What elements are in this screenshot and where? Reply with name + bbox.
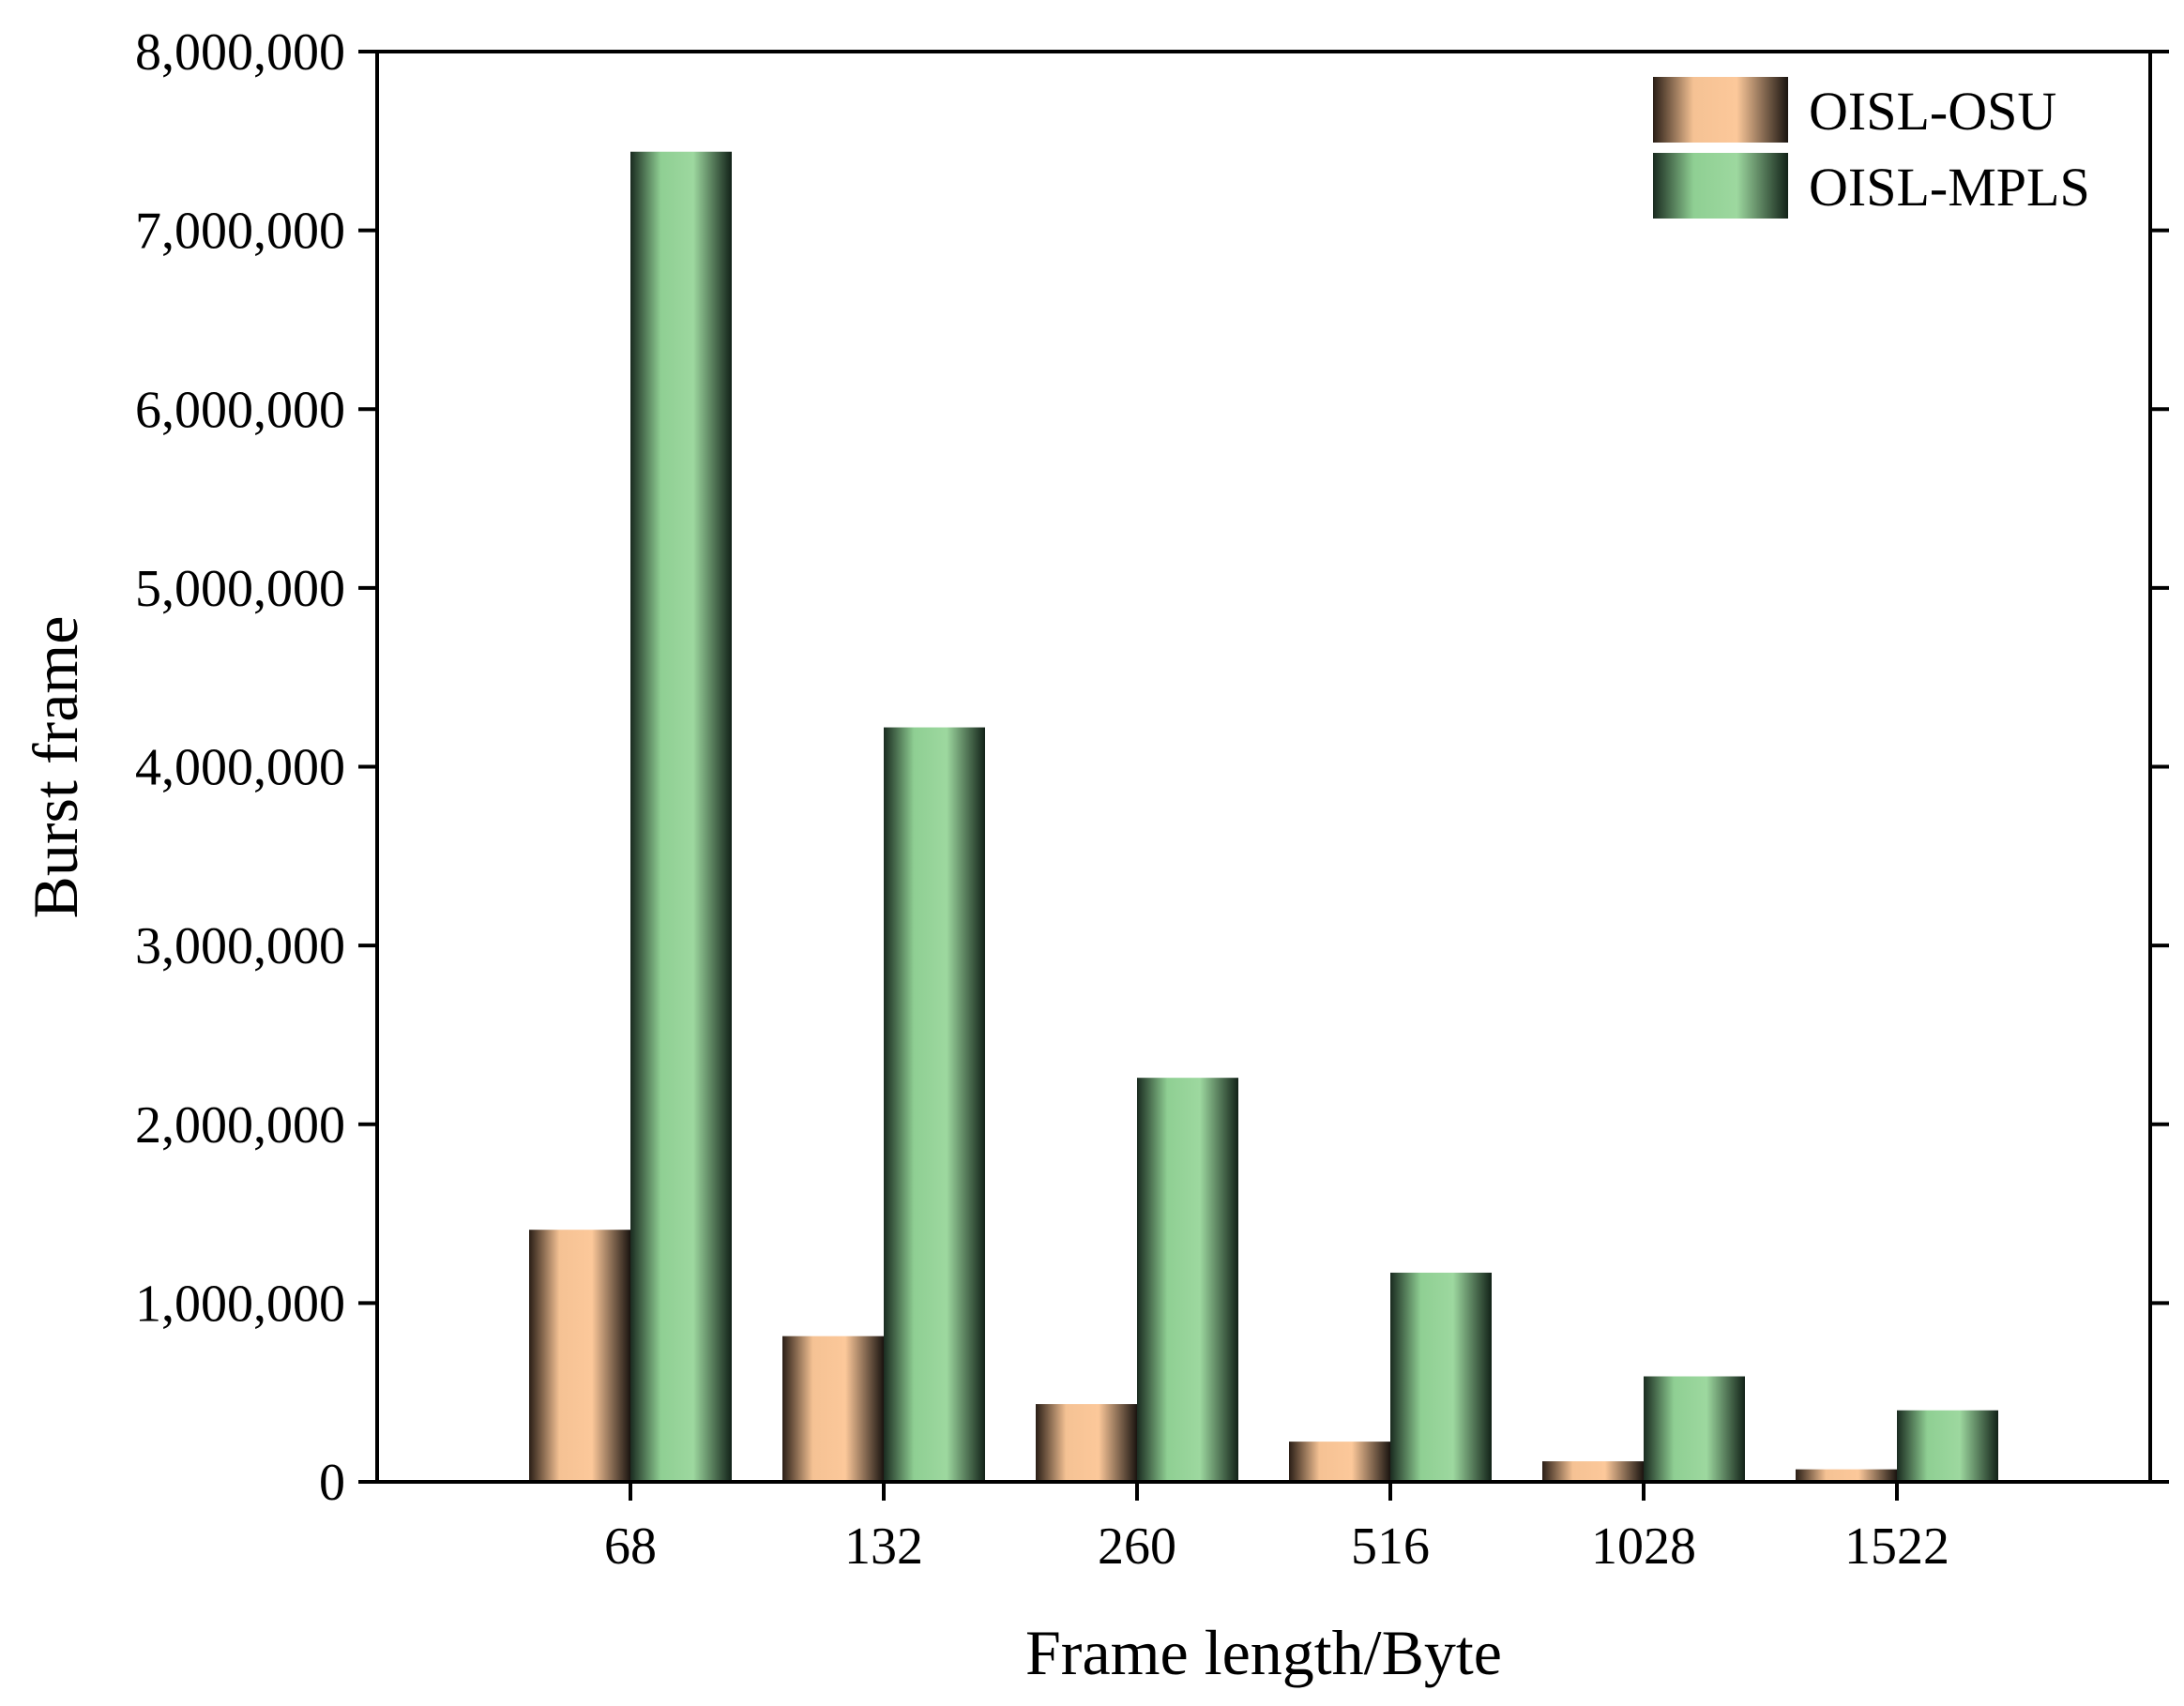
- y-axis-ticks: 0 1,000,000 2,000,000 3,000,000 4,000,000 5,0…: [135, 23, 2169, 1512]
- bar-oisl-osu-260: [1036, 1404, 1137, 1482]
- legend-swatch-oisl-osu: [1653, 77, 1788, 143]
- legend: OISL-OSU OISL-MPLS: [1653, 77, 2090, 219]
- y-tick-label: 0: [319, 1454, 345, 1512]
- y-tick-label: 5,000,000: [135, 560, 345, 618]
- bar-oisl-osu-516: [1289, 1442, 1390, 1482]
- bar-oisl-mpls-516: [1390, 1272, 1492, 1482]
- y-tick-label: 1,000,000: [135, 1275, 345, 1333]
- y-tick-label: 2,000,000: [135, 1096, 345, 1155]
- legend-label-oisl-mpls: OISL-MPLS: [1809, 157, 2090, 218]
- y-tick-label: 7,000,000: [135, 203, 345, 261]
- legend-swatch-oisl-mpls: [1653, 153, 1788, 219]
- bar-oisl-osu-68: [529, 1230, 630, 1482]
- x-tick-label: 1522: [1844, 1517, 1949, 1576]
- x-tick-label: 68: [604, 1517, 657, 1576]
- y-axis-title: Burst frame: [20, 616, 91, 919]
- y-tick-label: 4,000,000: [135, 739, 345, 797]
- plot-area-frame: [375, 50, 2152, 1484]
- x-axis-title: Frame length/Byte: [1025, 1617, 1502, 1688]
- bar-oisl-mpls-132: [884, 727, 985, 1482]
- bar-oisl-osu-132: [782, 1336, 884, 1482]
- y-tick-label: 3,000,000: [135, 917, 345, 975]
- bar-oisl-osu-1522: [1796, 1469, 1897, 1482]
- bar-oisl-mpls-1028: [1644, 1376, 1745, 1482]
- legend-label-oisl-osu: OISL-OSU: [1809, 81, 2056, 142]
- x-tick-label: 132: [844, 1517, 923, 1576]
- x-tick-label: 516: [1351, 1517, 1430, 1576]
- bar-oisl-osu-1028: [1542, 1461, 1644, 1482]
- x-tick-label: 260: [1098, 1517, 1176, 1576]
- y-tick-label: 8,000,000: [135, 23, 345, 82]
- bars-layer: [529, 151, 1998, 1482]
- bar-oisl-mpls-68: [630, 151, 732, 1482]
- bar-oisl-mpls-1522: [1897, 1410, 1998, 1482]
- y-tick-label: 6,000,000: [135, 381, 345, 439]
- x-tick-label: 1028: [1591, 1517, 1696, 1576]
- x-axis-ticks: 68 132 260 516 1028 1522: [604, 1482, 1949, 1576]
- bar-oisl-mpls-260: [1137, 1078, 1238, 1482]
